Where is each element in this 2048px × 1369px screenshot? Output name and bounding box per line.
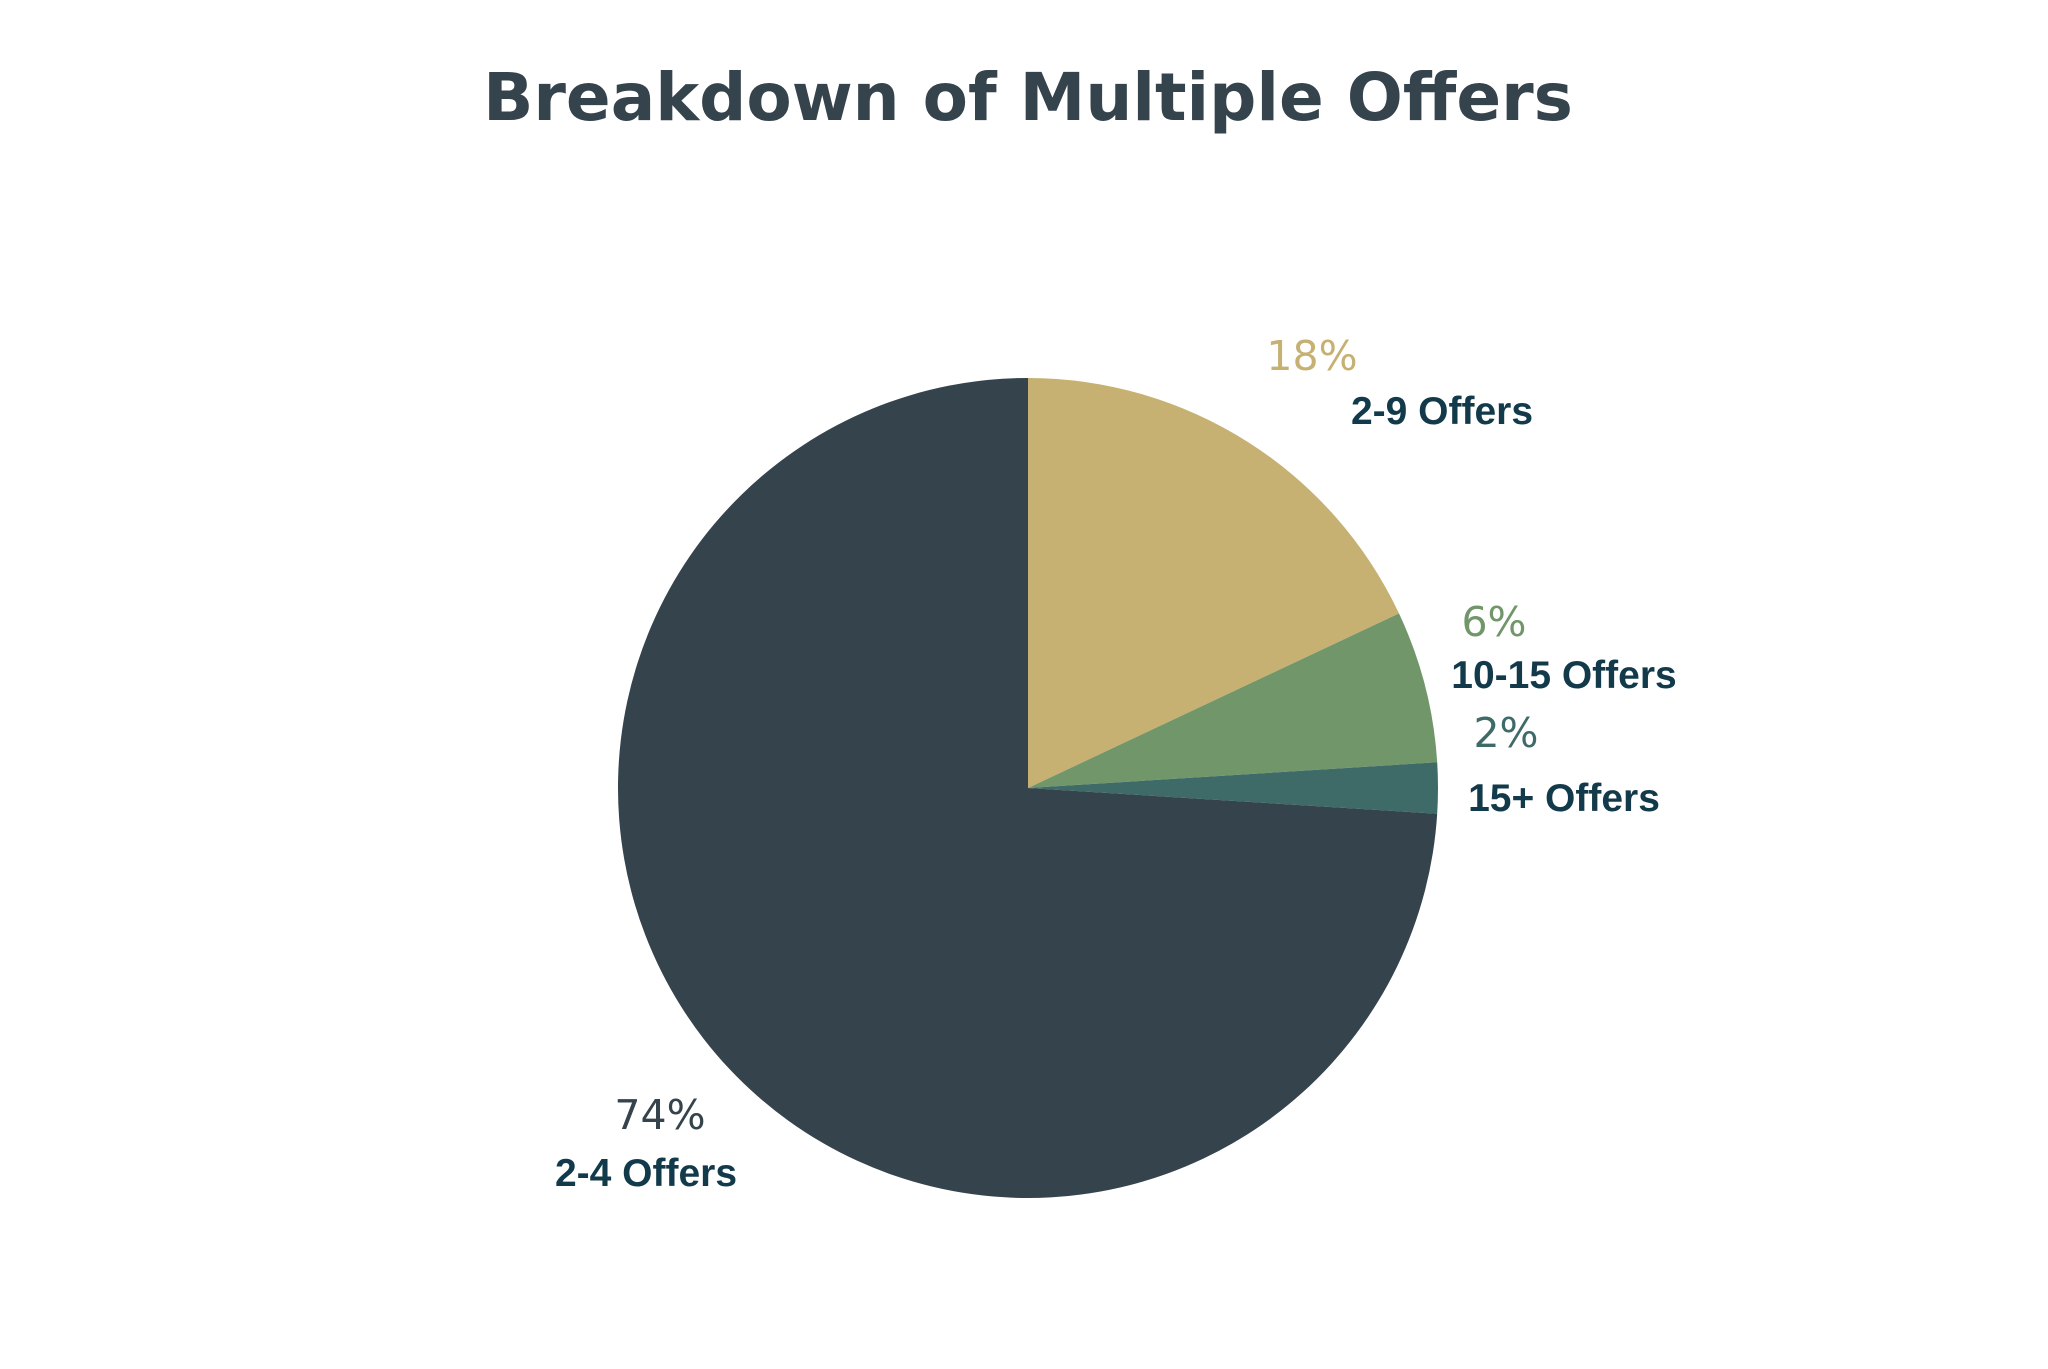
slice-percent-label: 2%: [1473, 709, 1538, 757]
pie-slice-2-4-offers: [617, 378, 1438, 1199]
pie-slices: [617, 378, 1438, 1199]
pie-slice-15-offers: [1028, 762, 1438, 814]
slice-percent-label: 6%: [1461, 598, 1526, 646]
chart-title: Breakdown of Multiple Offers: [483, 59, 1573, 136]
slice-category-label: 10-15 Offers: [1451, 654, 1676, 697]
slice-category-label: 2-9 Offers: [1351, 390, 1533, 433]
pie-slice-10-15-offers: [1028, 613, 1438, 788]
pie-slice-2-9-offers: [1028, 378, 1399, 788]
slice-category-label: 15+ Offers: [1468, 777, 1660, 820]
slice-percent-label: 18%: [1266, 332, 1357, 380]
slice-percent-label: 74%: [614, 1091, 705, 1139]
pie-labels: 18% 2-9 Offers 6% 10-15 Offers 2% 15+ Offers 7…: [555, 332, 1677, 1195]
slice-category-label: 2-4 Offers: [555, 1152, 737, 1195]
